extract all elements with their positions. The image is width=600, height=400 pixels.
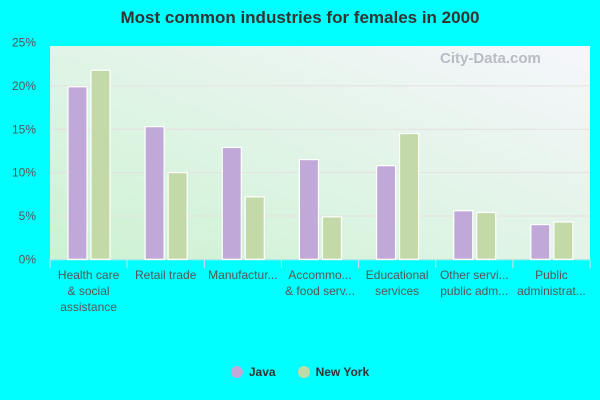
legend: Java New York: [0, 365, 600, 379]
legend-label: New York: [315, 365, 370, 379]
bar-java: [453, 210, 474, 260]
x-category-label: Educational services: [366, 268, 429, 298]
y-tick-label: 5%: [19, 209, 37, 223]
bar-new-york: [321, 216, 343, 260]
watermark: City-Data.com: [440, 50, 541, 67]
y-tick-label: 0%: [19, 252, 37, 266]
plot-area: [50, 46, 590, 259]
bar-new-york: [244, 196, 265, 260]
bar-new-york: [553, 221, 574, 260]
legend-item: New York: [297, 365, 370, 379]
legend-swatch: [230, 366, 243, 378]
x-category-label: Health care & social assistance: [58, 268, 120, 314]
bar-new-york: [398, 132, 420, 260]
y-tick-label: 20%: [12, 79, 36, 93]
bar-java: [375, 165, 397, 260]
legend-swatch: [297, 366, 310, 378]
bar-java: [298, 158, 320, 260]
bar-new-york: [476, 211, 497, 260]
y-tick-label: 10%: [12, 166, 36, 180]
bar-java: [67, 86, 88, 260]
x-category-label: Accommo... & food serv...: [285, 268, 355, 298]
bar-new-york: [167, 172, 188, 260]
x-category-label: Retail trade: [135, 268, 197, 282]
y-tick-label: 25%: [12, 36, 36, 50]
x-category-label: Other servi... public adm...: [440, 268, 509, 298]
chart-title: Most common industries for females in 20…: [120, 8, 480, 27]
bar-java: [530, 224, 551, 260]
legend-item: Java: [230, 365, 276, 379]
bar-java: [144, 126, 165, 260]
legend-label: Java: [248, 365, 276, 379]
x-category-label: Public administrat...: [517, 268, 586, 298]
bar-new-york: [90, 69, 111, 260]
x-category-label: Manufactur...: [208, 268, 277, 282]
bar-java: [221, 146, 242, 260]
y-tick-label: 15%: [12, 122, 36, 136]
